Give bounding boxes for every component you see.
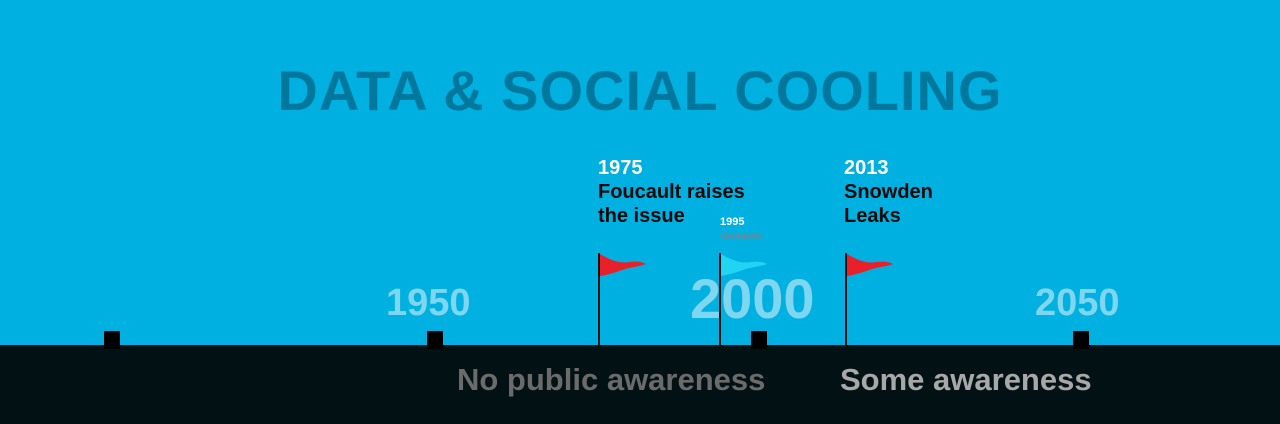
year-label-2050: 2050 <box>1035 282 1120 324</box>
event-text: Foucault raises <box>598 181 745 203</box>
red-flag-icon <box>847 254 893 276</box>
timeline-tick-1950 <box>427 331 443 349</box>
flag-pole-1975 <box>598 253 600 345</box>
event-text: the issue <box>598 205 685 227</box>
event-year: 2013 <box>844 157 889 179</box>
timeline-tick-2050 <box>1073 331 1089 349</box>
event-2013: 2013 Snowden Leaks <box>844 156 933 228</box>
event-text: Snowden <box>844 181 933 203</box>
timeline-tick-2000 <box>751 331 767 349</box>
event-year: 1975 <box>598 157 643 179</box>
page-title: DATA & SOCIAL COOLING <box>277 59 1003 122</box>
event-text: Leaks <box>844 205 901 227</box>
event-1975: 1975 Foucault raises the issue <box>598 156 745 228</box>
awareness-none-label: No public awareness <box>457 362 766 397</box>
year-label-2000: 2000 <box>690 267 815 330</box>
flag-pole-1995 <box>719 253 721 345</box>
timeline-ground <box>0 345 1280 424</box>
red-flag-icon <box>600 254 646 276</box>
flag-pole-2013 <box>845 253 847 345</box>
year-label-1950: 1950 <box>386 282 471 324</box>
event-1995: 1995 Deleuze <box>720 215 762 245</box>
event-text: Deleuze <box>720 231 762 243</box>
awareness-some-label: Some awareness <box>840 362 1092 397</box>
timeline-tick <box>104 331 120 349</box>
cyan-flag-icon <box>721 254 767 276</box>
event-year: 1995 <box>720 216 745 228</box>
